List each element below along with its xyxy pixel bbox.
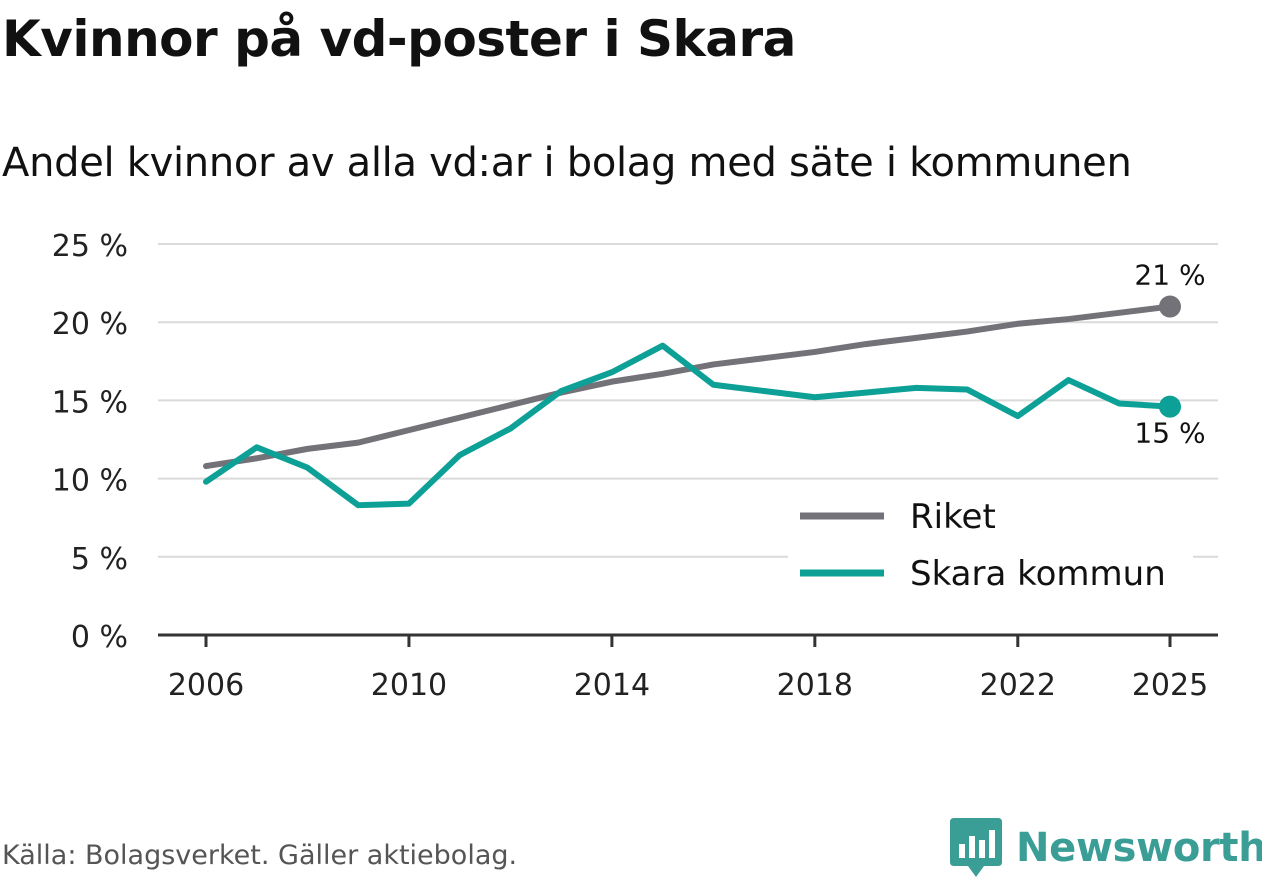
chart-subtitle: Andel kvinnor av alla vd:ar i bolag med … [2, 140, 1132, 186]
end-marker-riket [1159, 295, 1181, 318]
newsworthy-logo-icon [950, 818, 1002, 877]
y-tick-label: 25 % [52, 229, 128, 264]
end-label-riket: 21 % [1134, 259, 1205, 292]
y-tick-label: 0 % [71, 620, 128, 655]
x-tick-label: 2014 [574, 668, 650, 703]
x-tick-label: 2006 [168, 668, 244, 703]
x-tick-label: 2025 [1132, 668, 1208, 703]
chart-title: Kvinnor på vd-poster i Skara [2, 10, 796, 68]
y-tick-label: 20 % [52, 307, 128, 342]
brand-name: Newsworthy [1016, 825, 1262, 871]
legend-background [788, 488, 1193, 598]
brand: Newsworthy [950, 818, 1262, 878]
y-tick-label: 10 % [52, 464, 128, 499]
source-note: Källa: Bolagsverket. Gäller aktiebolag. [2, 840, 518, 871]
legend-label-riket: Riket [910, 497, 996, 537]
y-tick-label: 5 % [71, 542, 128, 577]
x-tick-label: 2018 [777, 668, 853, 703]
end-label-skara: 15 % [1134, 417, 1205, 450]
legend-label-skara: Skara kommun [910, 554, 1166, 594]
x-tick-label: 2022 [980, 668, 1056, 703]
end-marker-skara [1159, 395, 1181, 418]
x-tick-label: 2010 [371, 668, 447, 703]
y-tick-label: 15 % [52, 385, 128, 420]
series-line-skara [203, 342, 1173, 509]
series-line-riket [203, 303, 1173, 470]
